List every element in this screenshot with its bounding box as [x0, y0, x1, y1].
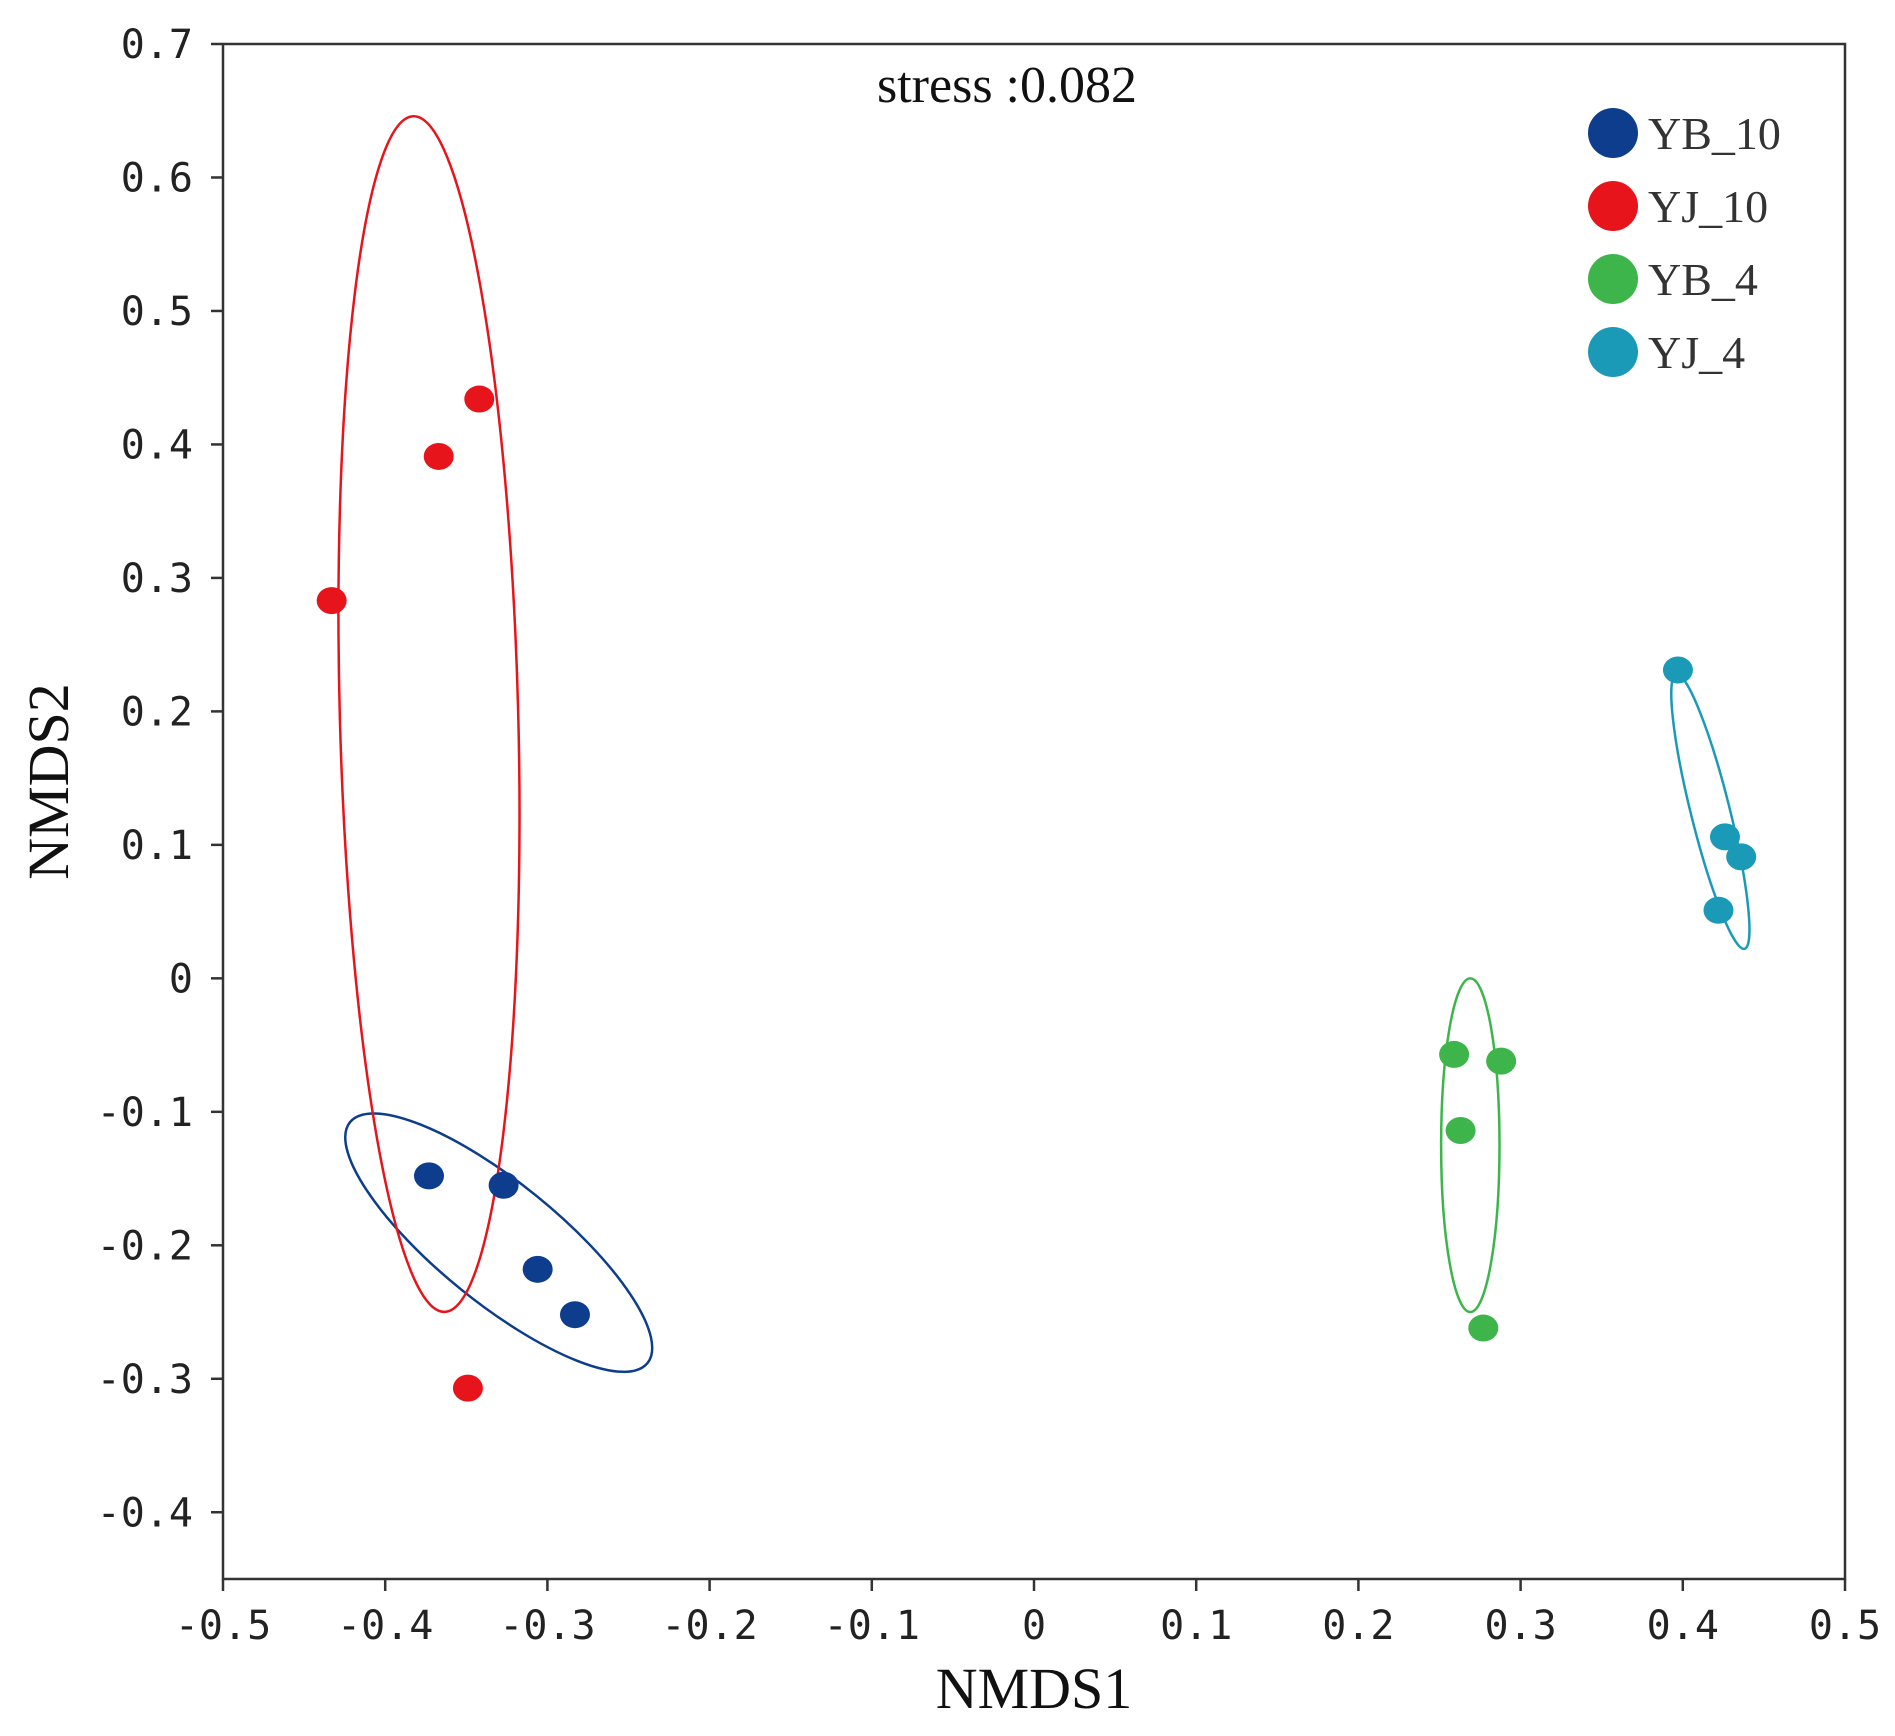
point-yb-10 [559, 1301, 590, 1329]
point-yj-10 [464, 385, 495, 413]
point-yj-4 [1709, 823, 1740, 851]
point-yb-4 [1445, 1117, 1476, 1145]
x-tick-label: -0.4 [337, 1603, 433, 1649]
point-yb-4 [1468, 1314, 1499, 1342]
x-tick-label: -0.5 [175, 1603, 271, 1649]
y-tick-label: 0.5 [121, 289, 193, 335]
point-yj-10 [316, 587, 347, 615]
ellipse-yj-10 [337, 115, 521, 1314]
points-layer [316, 385, 1757, 1402]
legend-label: YJ_10 [1648, 181, 1768, 232]
y-axis-title: NMDS2 [16, 683, 81, 880]
point-yb-4 [1439, 1040, 1470, 1068]
stress-annotation: stress :0.082 [877, 57, 1137, 114]
x-tick-label: 0 [1022, 1603, 1046, 1649]
y-tick-label: 0.3 [121, 556, 193, 602]
y-tick-label: 0.7 [121, 22, 193, 68]
point-yj-4 [1703, 896, 1734, 924]
point-yb-10 [413, 1162, 444, 1190]
legend-marker [1588, 181, 1638, 231]
y-tick-label: 0 [169, 956, 193, 1002]
y-tick-label: -0.4 [97, 1490, 193, 1536]
y-ticks: -0.4 -0.3 -0.2 -0.1 0 0.1 0.2 0.3 0.4 0.5 0.6 0.7 [97, 22, 223, 1536]
x-tick-label: 0.3 [1484, 1603, 1556, 1649]
y-tick-label: 0.1 [121, 823, 193, 869]
point-yb-10 [522, 1255, 553, 1283]
x-ticks: -0.5 -0.4 -0.3 -0.2 -0.1 0 0.1 0.2 0.3 0.4 0.5 [175, 1579, 1881, 1649]
x-tick-label: -0.2 [661, 1603, 757, 1649]
y-tick-label: -0.2 [97, 1223, 193, 1269]
legend-marker [1588, 327, 1638, 377]
ellipse-yb-10 [344, 1112, 654, 1374]
x-tick-label: 0.4 [1647, 1603, 1719, 1649]
y-tick-label: 0.4 [121, 422, 193, 468]
x-tick-label: 0.5 [1809, 1603, 1881, 1649]
y-tick-label: 0.6 [121, 155, 193, 201]
legend: YB_10 YJ_10 YB_4 YJ_4 [1588, 108, 1781, 378]
point-yb-4 [1486, 1047, 1517, 1075]
legend-label: YJ_4 [1648, 327, 1745, 378]
y-tick-label: 0.2 [121, 689, 193, 735]
x-tick-label: 0.2 [1322, 1603, 1394, 1649]
legend-marker [1588, 108, 1638, 158]
legend-label: YB_4 [1648, 254, 1758, 305]
legend-label: YB_10 [1648, 108, 1781, 159]
x-axis-title: NMDS1 [936, 1656, 1133, 1721]
x-tick-label: -0.3 [499, 1603, 595, 1649]
point-yb-10 [488, 1171, 519, 1199]
ellipses-layer [337, 115, 1751, 1374]
x-tick-label: -0.1 [824, 1603, 920, 1649]
point-yj-10 [452, 1374, 483, 1402]
point-yj-4 [1726, 843, 1757, 871]
legend-marker [1588, 254, 1638, 304]
y-tick-label: -0.3 [97, 1357, 193, 1403]
point-yj-10 [423, 442, 454, 470]
point-yj-4 [1662, 656, 1693, 684]
y-tick-label: -0.1 [97, 1090, 193, 1136]
x-tick-label: 0.1 [1160, 1603, 1232, 1649]
ellipse-yb-4 [1439, 977, 1501, 1314]
